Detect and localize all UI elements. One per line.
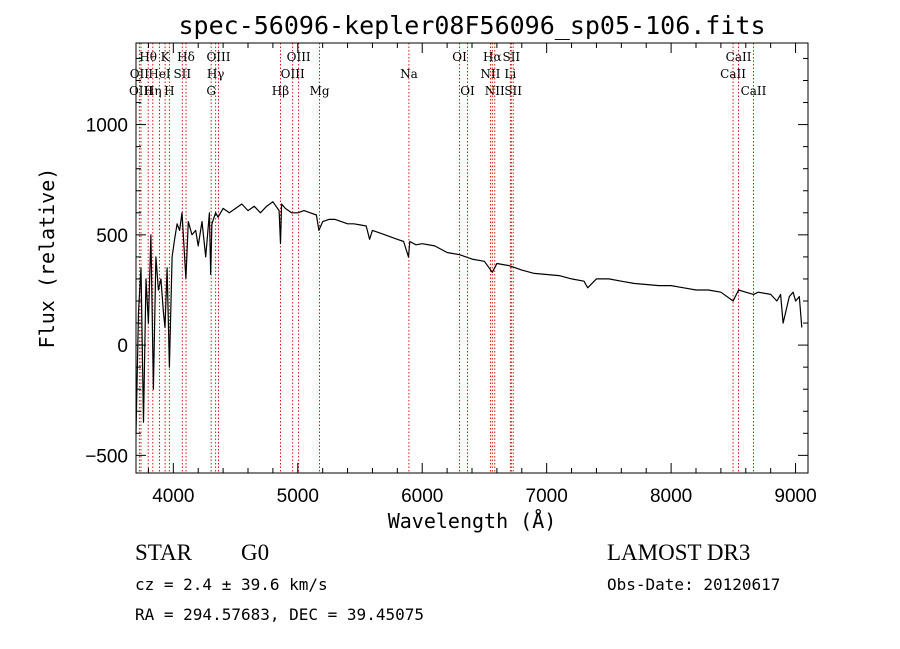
spectral-line-label: Hα bbox=[483, 50, 502, 64]
spectral-line-label: Hβ bbox=[272, 84, 289, 98]
spectral-line-label: NII bbox=[480, 67, 500, 81]
spectral-line-markers bbox=[138, 43, 754, 473]
spectral-line-label: OIII bbox=[287, 50, 311, 64]
y-tick-label: −500 bbox=[85, 446, 128, 467]
spectral-line-label: K bbox=[161, 50, 171, 64]
spectral-line-label: OIII bbox=[206, 50, 230, 64]
sky-coordinates: RA = 294.57683, DEC = 39.45075 bbox=[135, 605, 424, 624]
spectral-line-label: Hγ bbox=[207, 67, 225, 81]
spectral-line-label: SII bbox=[502, 50, 520, 64]
x-axis-ticks: 4000 5000 6000 7000 8000 9000 bbox=[147, 43, 817, 507]
spectral-line-label: Mg bbox=[310, 84, 330, 98]
spectral-line-label: H bbox=[164, 84, 174, 98]
x-tick-label: 4000 bbox=[152, 486, 194, 507]
spectral-line-label: Hδ bbox=[177, 50, 195, 64]
x-tick-label: 9000 bbox=[774, 486, 816, 507]
object-subclass: G0 bbox=[241, 540, 269, 565]
redshift-cz: cz = 2.4 ± 39.6 km/s bbox=[135, 575, 328, 594]
spectral-line-label: SII bbox=[504, 84, 522, 98]
y-axis-label: Flux (relative) bbox=[35, 168, 59, 349]
spectral-line-labels: Hθ OII OIII K HeI Hη Hδ SII H OIII Hγ G OIII OIII Hβ Mg… bbox=[129, 50, 767, 98]
y-tick-label: 1000 bbox=[86, 116, 128, 137]
y-axis-ticks: −500 0 500 1000 bbox=[85, 57, 808, 467]
x-tick-label: 7000 bbox=[526, 486, 568, 507]
x-tick-label: 5000 bbox=[277, 486, 319, 507]
spectral-line-label: CaII bbox=[720, 67, 746, 81]
object-class: STAR bbox=[135, 540, 193, 565]
y-tick-label: 0 bbox=[117, 336, 128, 357]
x-axis-label: Wavelength (Å) bbox=[388, 509, 557, 533]
x-tick-label: 6000 bbox=[401, 486, 443, 507]
spectral-line-label: HeI bbox=[148, 67, 171, 81]
chart-title: spec-56096-kepler08F56096_sp05-106.fits bbox=[179, 11, 766, 40]
spectral-line-label: CaII bbox=[741, 84, 767, 98]
spectral-line-label: OII bbox=[130, 67, 150, 81]
spectral-line-label: OIII bbox=[129, 84, 153, 98]
spectral-line-label: OI bbox=[460, 84, 475, 98]
spectral-line-label: NII bbox=[485, 84, 505, 98]
spectral-line-label: Na bbox=[400, 67, 418, 81]
x-tick-label: 8000 bbox=[650, 486, 692, 507]
spectral-line-label: Li bbox=[504, 67, 516, 81]
spectral-line-label: OI bbox=[452, 50, 467, 64]
survey-name: LAMOST DR3 bbox=[607, 540, 750, 565]
spectral-line-label: Hθ bbox=[139, 50, 157, 64]
spectral-line-label: SII bbox=[173, 67, 191, 81]
spectral-line-label: OIII bbox=[281, 67, 305, 81]
spectral-line-label: Hη bbox=[144, 84, 162, 98]
observation-date: Obs-Date: 20120617 bbox=[607, 575, 780, 594]
spectrum-line bbox=[135, 201, 803, 434]
spectral-line-label: G bbox=[206, 84, 216, 98]
y-tick-label: 500 bbox=[96, 226, 128, 247]
spectral-line-label: CaII bbox=[726, 50, 752, 64]
